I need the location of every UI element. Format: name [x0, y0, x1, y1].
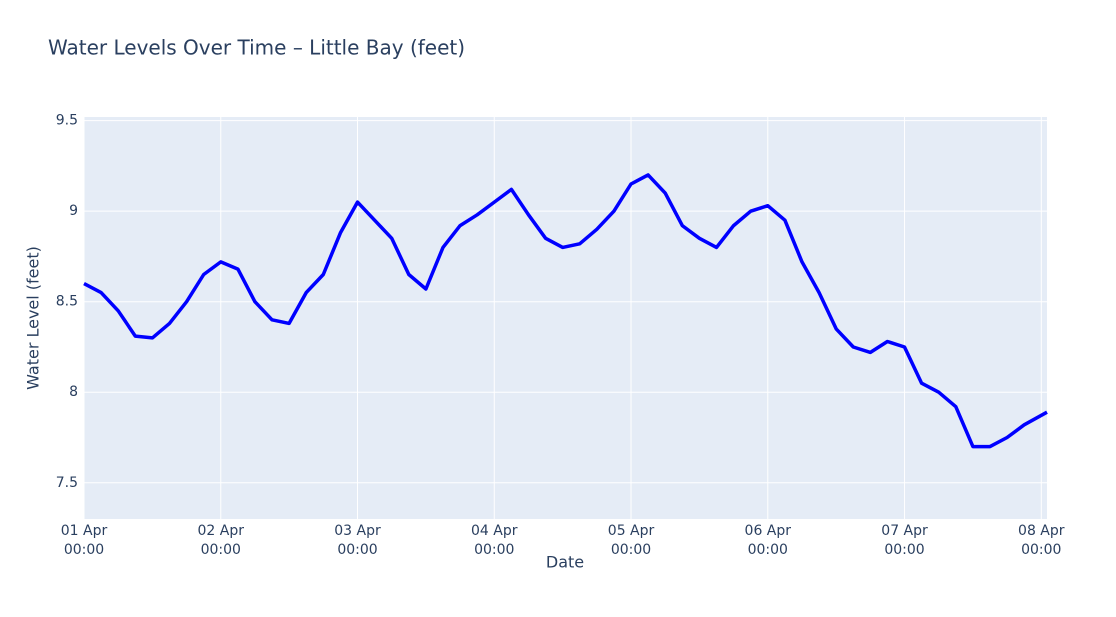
x-tick-label: 02 Apr: [198, 523, 245, 539]
x-tick-label: 00:00: [1021, 542, 1061, 558]
x-tick-label: 00:00: [611, 542, 651, 558]
x-axis-title: Date: [546, 553, 584, 572]
x-tick-label: 05 Apr: [608, 523, 655, 539]
x-tick-label: 06 Apr: [745, 523, 792, 539]
x-tick-label: 00:00: [474, 542, 514, 558]
x-tick-label: 00:00: [64, 542, 104, 558]
data-line: [83, 173, 1048, 449]
x-tick-label: 00:00: [337, 542, 377, 558]
x-tick-label: 04 Apr: [471, 523, 518, 539]
plot-area: [84, 117, 1047, 519]
x-tick-label: 08 Apr: [1018, 523, 1065, 539]
y-tick-label: 8.5: [56, 294, 78, 310]
y-tick-label: 9.5: [56, 113, 78, 129]
x-tick-label: 00:00: [748, 542, 788, 558]
x-tick-label: 07 Apr: [881, 523, 928, 539]
x-tick-label: 00:00: [884, 542, 924, 558]
chart-title: Water Levels Over Time – Little Bay (fee…: [48, 36, 465, 60]
y-tick-label: 9: [69, 203, 78, 219]
x-tick-label: 00:00: [201, 542, 241, 558]
y-axis-title: Water Level (feet): [24, 246, 43, 390]
x-tick-label: 03 Apr: [334, 523, 381, 539]
y-tick-label: 8: [69, 384, 78, 400]
y-tick-label: 7.5: [56, 475, 78, 491]
x-tick-label: 01 Apr: [61, 523, 108, 539]
